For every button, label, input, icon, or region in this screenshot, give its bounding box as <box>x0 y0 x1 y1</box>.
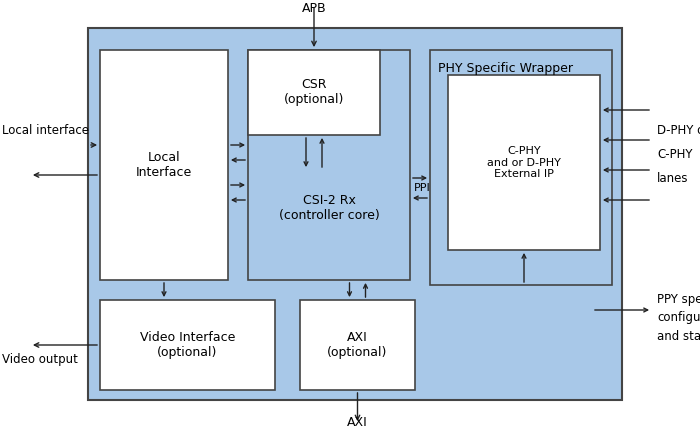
Text: APB: APB <box>302 2 326 15</box>
Text: configuration: configuration <box>657 311 700 324</box>
Text: Local interface: Local interface <box>2 124 89 136</box>
Bar <box>430 50 612 285</box>
Bar <box>248 50 380 135</box>
Bar <box>448 75 600 250</box>
Text: lanes: lanes <box>657 172 689 184</box>
Text: CSI-2 Rx
(controller core): CSI-2 Rx (controller core) <box>279 193 379 221</box>
Text: AXI: AXI <box>347 416 368 429</box>
Bar <box>248 50 410 280</box>
Text: Video output: Video output <box>2 353 78 366</box>
Text: D-PHY or: D-PHY or <box>657 124 700 136</box>
Text: CSR
(optional): CSR (optional) <box>284 79 344 106</box>
Text: Local
Interface: Local Interface <box>136 151 192 179</box>
Text: PHY Specific Wrapper: PHY Specific Wrapper <box>438 62 573 75</box>
Bar <box>300 300 415 390</box>
Bar <box>100 50 228 280</box>
Bar <box>100 300 275 390</box>
Text: PPI: PPI <box>414 183 430 193</box>
Text: Video Interface
(optional): Video Interface (optional) <box>140 331 235 359</box>
Bar <box>88 28 622 400</box>
Text: PPY specific: PPY specific <box>657 293 700 306</box>
Text: C-PHY
and or D-PHY
External IP: C-PHY and or D-PHY External IP <box>487 146 561 179</box>
Text: C-PHY: C-PHY <box>657 148 692 161</box>
Text: and status: and status <box>657 329 700 342</box>
Text: AXI
(optional): AXI (optional) <box>328 331 388 359</box>
